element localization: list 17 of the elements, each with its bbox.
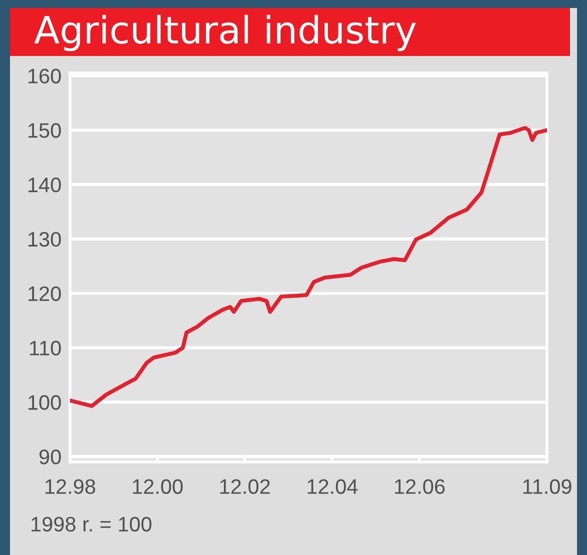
y-tick-label: 120 — [28, 286, 61, 302]
y-tick-label: 100 — [28, 395, 61, 410]
y-tick-label: 110 — [30, 340, 61, 356]
line-series — [70, 126, 547, 408]
y-tick-label: 130 — [28, 232, 61, 247]
text: 1998 r. = 100 — [32, 516, 152, 532]
x-tick-label: 12.02 — [220, 479, 270, 494]
x-tick-label: 12.98 — [46, 479, 96, 494]
y-tick-label: 140 — [28, 178, 61, 192]
y-tick-label: 90 — [39, 450, 61, 464]
x-tick-label: 12.06 — [395, 479, 445, 494]
chart-title: Agricultural industry — [34, 14, 416, 52]
y-tick-label: 160 — [28, 68, 61, 84]
x-tick-label: 12.00 — [132, 479, 183, 494]
x-tick-label: 11.09 — [523, 479, 572, 494]
x-tick-label: 12.04 — [308, 479, 358, 494]
y-tick-label: 150 — [28, 123, 61, 138]
